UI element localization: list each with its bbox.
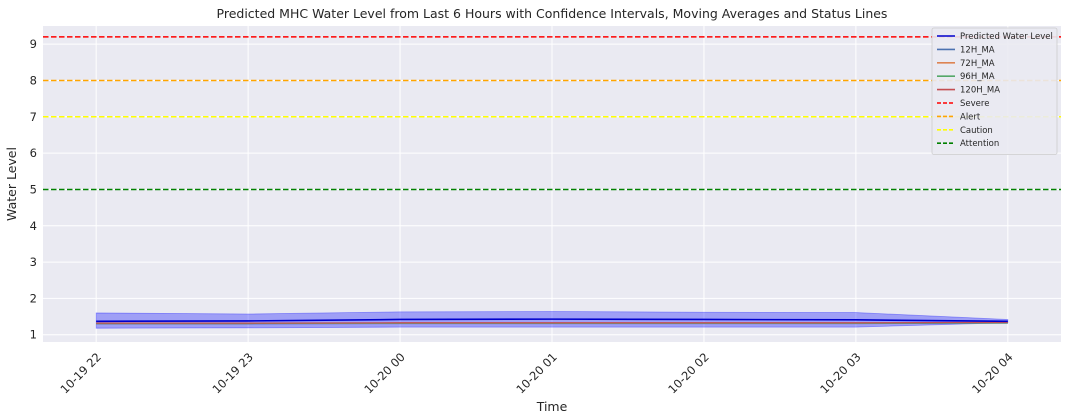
y-tick-label: 5 xyxy=(30,182,37,196)
status-lines xyxy=(43,36,1061,191)
chart-title: Predicted MHC Water Level from Last 6 Ho… xyxy=(217,6,888,21)
y-tick-label: 2 xyxy=(30,291,37,305)
y-tick-label: 3 xyxy=(30,255,37,269)
x-axis-label: Time xyxy=(536,399,568,414)
y-tick-label: 6 xyxy=(30,146,37,160)
y-tick-label: 1 xyxy=(30,328,37,342)
legend-label-predicted-water-level: Predicted Water Level xyxy=(960,32,1053,42)
legend-label-72h-ma: 72H_MA xyxy=(960,59,995,69)
legend-label-12h-ma: 12H_MA xyxy=(960,45,995,55)
legend-label-caution: Caution xyxy=(960,126,993,136)
legend-label-severe: Severe xyxy=(960,99,989,109)
legend-box xyxy=(931,27,1058,155)
legend-label-96h-ma: 96H_MA xyxy=(960,72,995,82)
y-tick-label: 9 xyxy=(30,37,37,51)
y-tick-label: 7 xyxy=(30,110,37,124)
x-tick-label: 10-20 04 xyxy=(969,350,1015,396)
series-line-predicted-water-level xyxy=(96,318,1008,323)
series-lines xyxy=(96,318,1008,325)
legend-label-120h-ma: 120H_MA xyxy=(960,86,1000,96)
legend-label-alert: Alert xyxy=(960,112,981,122)
y-axis-ticks: 1 2 3 4 5 6 7 8 9 xyxy=(30,37,37,342)
y-tick-label: 8 xyxy=(30,73,37,87)
x-tick-label: 10-20 01 xyxy=(513,350,559,396)
x-axis-ticks: 10-19 22 10-19 23 10-20 00 10-20 01 10-20 02… xyxy=(58,350,1016,396)
legend-label-attention: Attention xyxy=(960,139,999,149)
x-tick-label: 10-20 00 xyxy=(361,350,407,396)
x-tick-label: 10-19 23 xyxy=(209,350,255,396)
series-line-120h-ma xyxy=(96,321,1008,324)
y-tick-label: 4 xyxy=(30,219,37,233)
legend: Predicted Water Level 12H_MA 72H_MA 96H_MA 1… xyxy=(931,27,1058,155)
x-tick-label: 10-20 02 xyxy=(665,350,711,396)
x-tick-label: 10-19 22 xyxy=(58,350,104,396)
x-tick-label: 10-20 03 xyxy=(817,350,863,396)
y-axis-label: Water Level xyxy=(4,147,19,221)
